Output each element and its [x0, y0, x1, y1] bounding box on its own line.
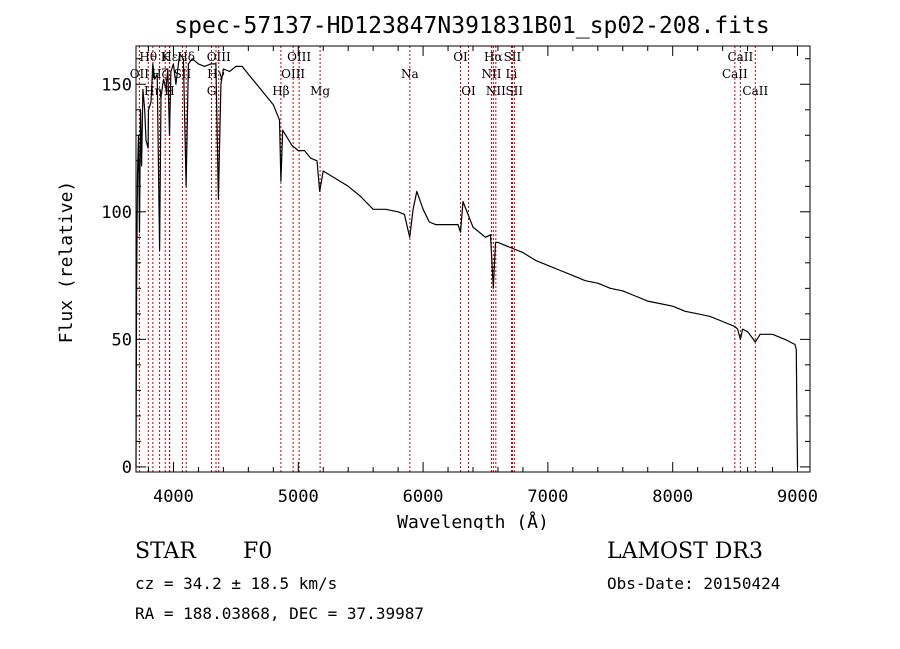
y-tick-label-3: 150: [101, 75, 132, 95]
line-label-21: NII: [486, 84, 506, 98]
survey-name: LAMOST DR3: [607, 539, 763, 564]
line-label-22: Li: [506, 67, 518, 81]
line-label-2: Hη: [144, 84, 162, 98]
line-label-6: Hε: [161, 50, 178, 64]
line-label-27: CaII: [742, 84, 768, 98]
line-label-23: SII: [504, 50, 522, 64]
y-axis-label: Flux (relative): [56, 181, 77, 344]
object-class: STAR: [135, 539, 196, 564]
spectrum-line: [135, 53, 799, 467]
line-label-9: G: [207, 84, 217, 98]
x-axis-label: Wavelength (Å): [397, 511, 549, 530]
line-label-4: K: [161, 50, 171, 64]
line-label-16: Na: [401, 67, 419, 81]
line-label-0: OII: [130, 67, 150, 81]
y-tick-label-0: 0: [122, 458, 132, 478]
y-tick-label-1: 50: [112, 330, 132, 350]
chart-title: spec-57137-HD123847N391831B01_sp02-208.f…: [174, 13, 769, 39]
line-label-18: OI: [461, 84, 476, 98]
line-label-24: SII: [505, 84, 523, 98]
spectrum-series: [135, 53, 799, 467]
line-label-25: CaII: [722, 67, 748, 81]
emission-line-labels: OIIHθHηHζKHHεSIIHδGHγOIIIHβOIIIOIIIMgNaO…: [130, 50, 769, 98]
line-label-11: OIII: [207, 50, 231, 64]
x-tick-label-5: 9000: [777, 487, 818, 507]
x-tick-label-0: 4000: [153, 487, 194, 507]
y-tick-label-2: 100: [101, 203, 132, 223]
object-subclass: F0: [243, 539, 273, 564]
line-label-20: Hα: [484, 50, 503, 64]
line-label-17: OI: [453, 50, 468, 64]
line-label-15: Mg: [310, 84, 330, 98]
x-tick-label-4: 8000: [652, 487, 693, 507]
line-label-14: OIII: [287, 50, 311, 64]
line-label-13: OIII: [281, 67, 305, 81]
line-label-1: Hθ: [139, 50, 157, 64]
line-label-26: CaII: [727, 50, 753, 64]
x-axis-ticks: 4000 5000 6000 7000 8000 9000: [147, 46, 818, 507]
line-label-8: Hδ: [177, 50, 195, 64]
x-tick-label-2: 6000: [403, 487, 444, 507]
emission-line-markers: [138, 46, 756, 472]
observation-date: Obs-Date: 20150424: [607, 574, 781, 593]
line-label-5: H: [164, 84, 174, 98]
coordinates: RA = 188.03868, DEC = 37.39987: [135, 604, 424, 623]
x-tick-label-3: 7000: [527, 487, 568, 507]
line-label-12: Hβ: [272, 84, 289, 98]
spectrum-chart: spec-57137-HD123847N391831B01_sp02-208.f…: [56, 13, 818, 530]
y-axis-ticks: 0 50 100 150: [101, 58, 810, 478]
plot-frame: [135, 45, 811, 473]
line-label-19: NII: [481, 67, 501, 81]
x-tick-label-1: 5000: [278, 487, 319, 507]
redshift-value: cz = 34.2 ± 18.5 km/s: [135, 574, 338, 593]
